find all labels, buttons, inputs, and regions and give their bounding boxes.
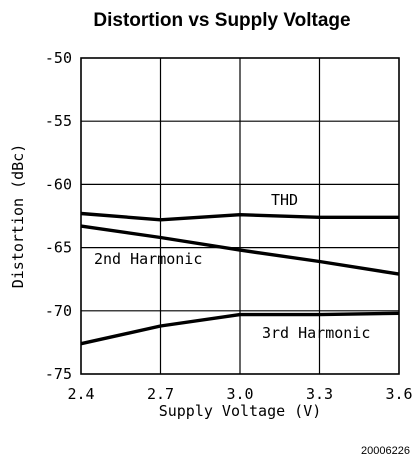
y-tick-label: -55 xyxy=(45,112,72,130)
y-tick-label: -70 xyxy=(45,302,72,320)
figure-id: 20006226 xyxy=(361,445,410,457)
chart-title: Distortion vs Supply Voltage xyxy=(93,10,350,31)
x-tick-label: 3.6 xyxy=(385,385,412,403)
y-tick-label: -60 xyxy=(45,175,72,193)
y-tick-label: -75 xyxy=(45,365,72,383)
y-tick-label: -65 xyxy=(45,239,72,257)
x-tick-labels: 2.4 2.7 3.0 3.3 3.6 xyxy=(67,385,412,403)
y-tick-label: -50 xyxy=(45,49,72,67)
annotation-3rd-harmonic: 3rd Harmonic xyxy=(262,324,370,342)
y-axis-label: Distortion (dBc) xyxy=(9,144,27,289)
series-line-thd xyxy=(80,211,399,222)
y-tick-labels: -50 -55 -60 -65 -70 -75 xyxy=(45,49,72,383)
x-tick-label: 2.4 xyxy=(67,385,94,403)
x-tick-label: 3.0 xyxy=(226,385,253,403)
x-tick-label: 3.3 xyxy=(306,385,333,403)
annotation-thd: THD xyxy=(271,191,298,209)
x-axis-label: Supply Voltage (V) xyxy=(159,402,322,420)
series-group xyxy=(80,211,400,346)
annotation-2nd-harmonic: 2nd Harmonic xyxy=(94,250,202,268)
series-line-2nd-harmonic xyxy=(80,224,400,276)
series-line-3rd-harmonic xyxy=(80,311,400,346)
x-tick-label: 2.7 xyxy=(147,385,174,403)
